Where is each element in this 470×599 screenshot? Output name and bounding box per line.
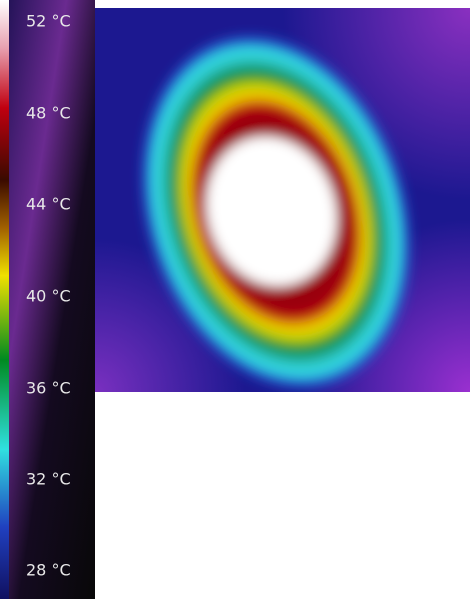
scale-label: 40 °C [26,287,71,306]
scale-label: 52 °C [26,12,71,31]
thermal-image [95,1,470,422]
scale-label: 32 °C [26,470,71,489]
thermal-view: 52 °C 48 °C 44 °C 40 °C 36 °C 32 °C 28 °… [0,0,470,599]
scale-label: 36 °C [26,379,71,398]
scale-label: 44 °C [26,195,71,214]
color-scale [0,0,9,599]
scale-label: 48 °C [26,104,71,123]
scale-label: 28 °C [26,561,71,580]
